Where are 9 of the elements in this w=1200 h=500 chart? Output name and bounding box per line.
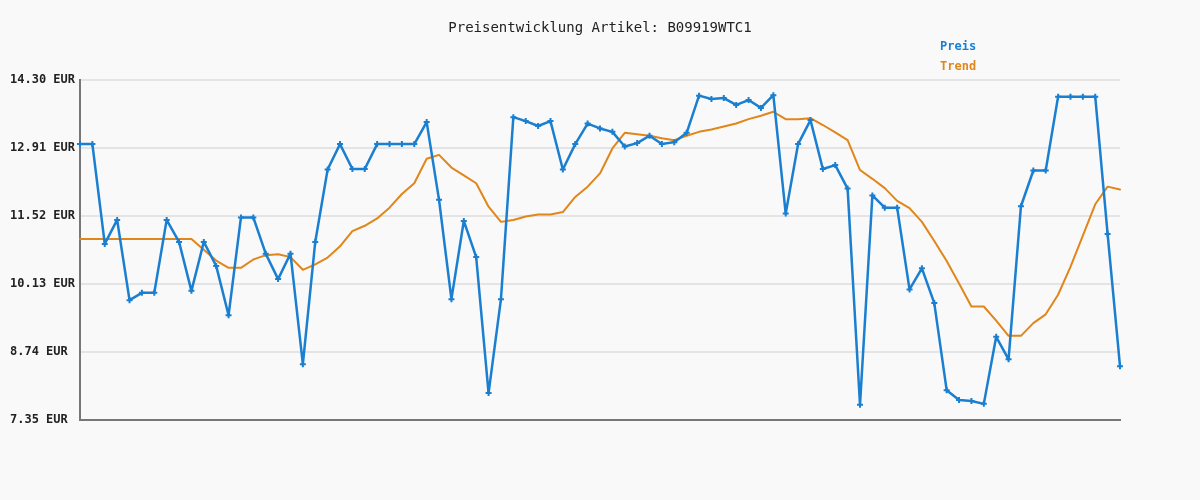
text: Preis bbox=[940, 39, 977, 54]
y-tick-label: 12.91 EUR bbox=[10, 140, 76, 155]
text: Trend bbox=[940, 59, 977, 74]
y-tick-label: 14.30 EUR bbox=[10, 72, 76, 87]
y-tick-label: 11.52 EUR bbox=[10, 208, 76, 223]
y-tick-label: 7.35 EUR bbox=[10, 412, 69, 427]
chart-title: Preisentwicklung Artikel: B09919WTC1 bbox=[448, 18, 752, 35]
y-tick-label: 8.74 EUR bbox=[10, 344, 69, 359]
y-tick-label: 10.13 EUR bbox=[10, 276, 76, 291]
